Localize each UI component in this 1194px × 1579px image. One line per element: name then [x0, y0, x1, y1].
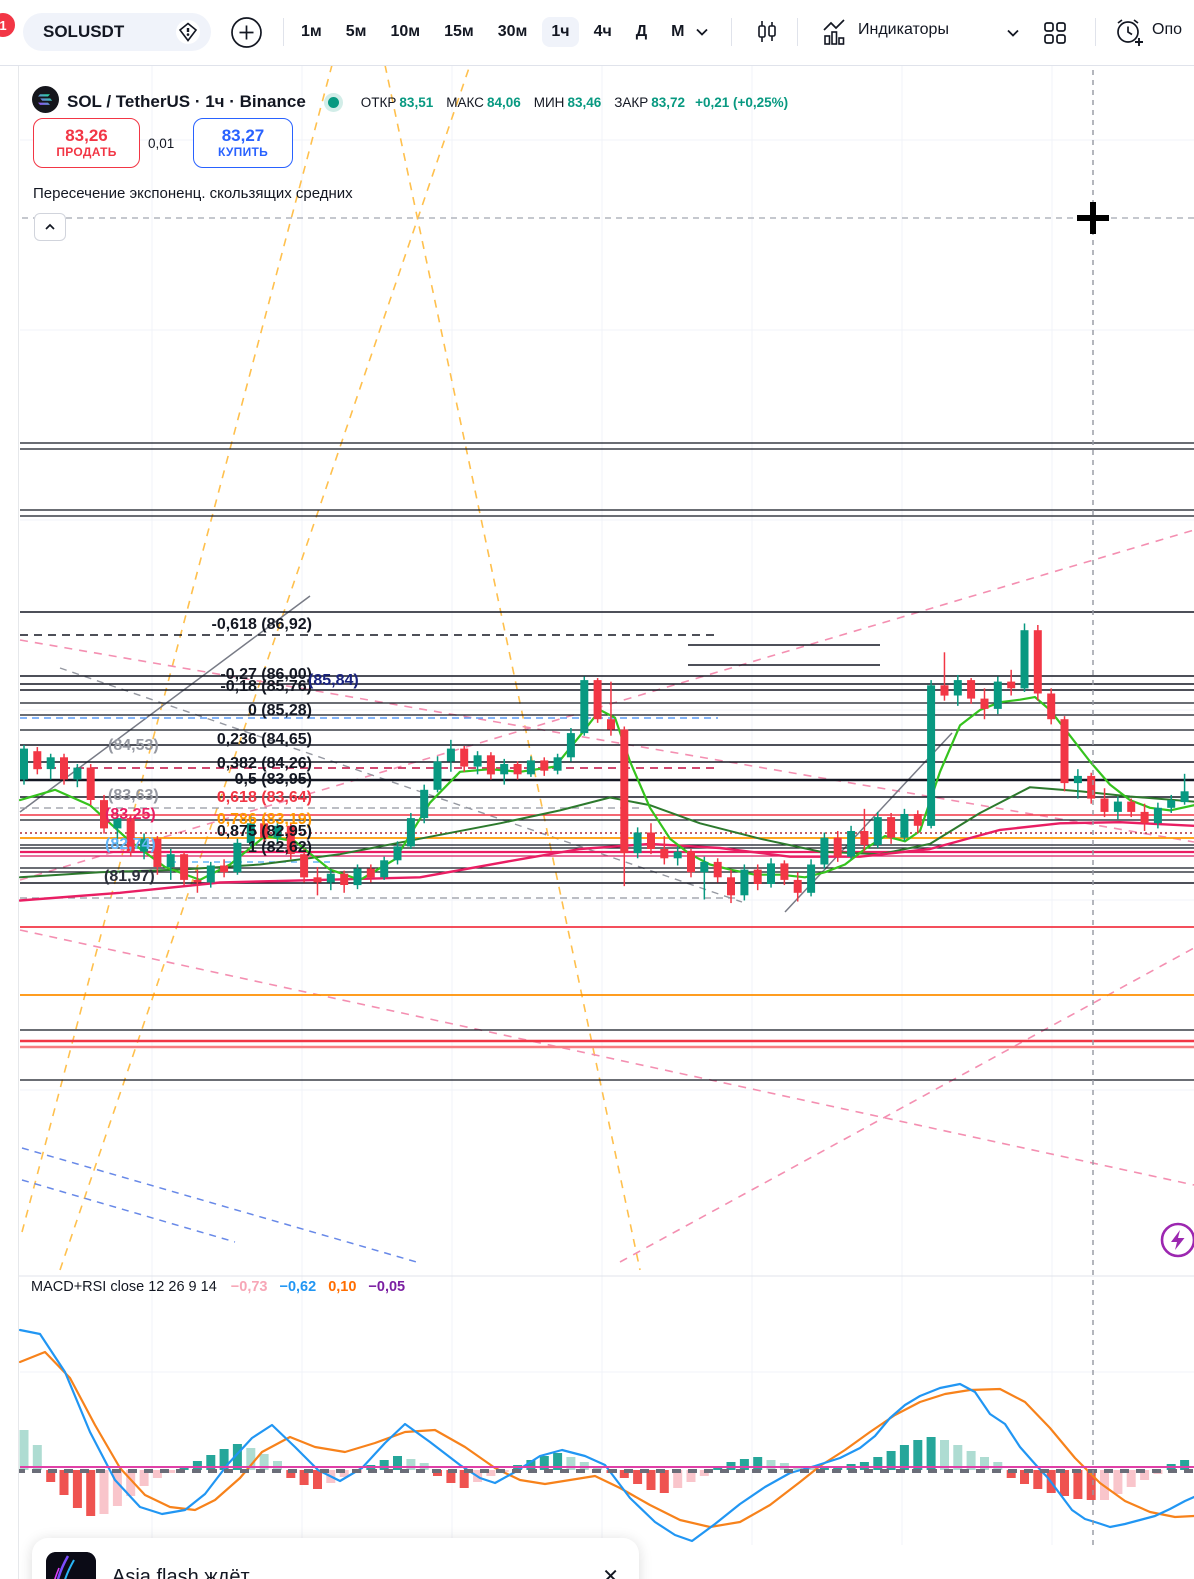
fib-level-label: (84,53): [108, 737, 159, 754]
sell-button[interactable]: 83,26 ПРОДАТЬ: [33, 118, 140, 168]
fib-level-label: (83,25): [105, 806, 156, 823]
macd-value: −0,73: [230, 1279, 268, 1295]
symbol-title[interactable]: SOL / TetherUS · 1ч · Binance: [67, 92, 306, 111]
symbol-search-input[interactable]: SOLUSDT: [23, 13, 211, 51]
solana-logo-icon: [32, 86, 59, 118]
fib-level-label: (82,74): [105, 836, 156, 853]
timeframe-10м[interactable]: 10м: [390, 23, 421, 40]
toolbar-divider: [1095, 18, 1096, 46]
notification-title: Asia flash ждёт: [112, 1565, 250, 1579]
timeframe-М[interactable]: М: [671, 23, 685, 40]
badge-count: 1: [0, 17, 7, 33]
market-status-dot: [327, 96, 339, 108]
fib-level-label: 1 (82,62): [247, 839, 312, 856]
timeframe-1м[interactable]: 1м: [301, 23, 322, 40]
price-change: +0,21 (+0,25%): [695, 94, 789, 110]
indicators-icon[interactable]: [818, 17, 850, 49]
macd-value: −0,62: [279, 1279, 317, 1295]
timeframe-30м[interactable]: 30м: [497, 23, 528, 40]
sell-price: 83,26: [65, 126, 108, 146]
fib-level-label: 0,382 (84,26): [216, 755, 312, 772]
fib-level-label: 0,5 (83,95): [234, 771, 312, 788]
indicator-name-label[interactable]: Пересечение экспоненц. скользящих средни…: [33, 185, 353, 202]
compare-add-icon[interactable]: [230, 16, 263, 49]
timeframe-group: 1м 5м 10м 15м 30м 1ч 4ч Д М: [292, 13, 694, 51]
fib-level-label: 0,875 (82,95): [216, 823, 312, 840]
ohlc-stat: МИН 83,46: [533, 94, 602, 110]
fib-level-label: 0,786 (83,19): [216, 811, 312, 828]
macd-value: 0,10: [328, 1279, 357, 1295]
top-toolbar: SOLUSDT 1м 5м 10м 15м 30м 1ч 4ч Д М Индикаторы: [0, 0, 1194, 66]
ohlc-stats: ОТКР 83,51 МАКС 84,06 МИН 83,46 ЗАКР 83,72: [361, 95, 685, 110]
collapse-pane-button[interactable]: [34, 213, 66, 241]
ohlc-stat: ЗАКР 83,72: [614, 94, 686, 110]
symbol-name: SOLUSDT: [43, 22, 125, 41]
macd-value: −0,05: [368, 1279, 406, 1295]
timeframe-1ч[interactable]: 1ч: [542, 17, 579, 47]
layout-grid-icon[interactable]: [1040, 18, 1070, 48]
notification-card[interactable]: Asia flash ждёт ✕: [32, 1538, 639, 1579]
chart-legend: SOL / TetherUS · 1ч · Binance ОТКР 83,51 М…: [32, 86, 788, 118]
macd-values: −0,73 −0,62 0,10 −0,05: [231, 1279, 417, 1295]
ohlc-stat: ОТКР 83,51: [360, 94, 434, 110]
macd-indicator-name: MACD+RSI close 12 26 9 14: [31, 1279, 217, 1295]
macd-legend[interactable]: MACD+RSI close 12 26 9 14 −0,73 −0,62 0,10…: [31, 1279, 417, 1295]
indicators-button[interactable]: Индикаторы: [858, 21, 949, 38]
toolbar-divider: [797, 18, 798, 46]
fib-level-label: (85,84): [308, 672, 359, 689]
fib-level-label: 0,236 (84,65): [216, 731, 312, 748]
toolbar-divider: [283, 18, 284, 46]
buy-button[interactable]: 83,27 КУПИТЬ: [193, 118, 293, 168]
timeframe-4ч[interactable]: 4ч: [593, 23, 612, 40]
fib-level-label: -0,18 (85,76): [220, 678, 312, 695]
candle-style-icon[interactable]: [752, 17, 782, 47]
timeframe-15м[interactable]: 15м: [444, 23, 474, 40]
buy-label: КУПИТЬ: [217, 144, 269, 159]
alerts-button[interactable]: Опо: [1152, 21, 1183, 38]
notification-thumbnail: [46, 1552, 96, 1579]
sell-label: ПРОДАТЬ: [56, 144, 117, 159]
toolbar-divider: [731, 18, 732, 46]
timeframe-5м[interactable]: 5м: [345, 23, 367, 40]
fib-level-label: 0 (85,28): [247, 702, 312, 719]
fib-level-label: -0,27 (86,00): [220, 666, 312, 683]
drawing-toolbar-edge[interactable]: [0, 65, 19, 1579]
timeframe-Д[interactable]: Д: [635, 23, 648, 40]
timeframe-chevron-down-icon[interactable]: [692, 22, 712, 42]
indicators-chevron-down-icon[interactable]: [1003, 23, 1023, 43]
symbol-detail-icon[interactable]: [175, 19, 201, 45]
fib-level-label: (81,97): [104, 868, 155, 885]
fib-level-label: 0,618 (83,64): [216, 789, 312, 806]
fib-level-label: (83,63): [108, 787, 159, 804]
alert-clock-icon[interactable]: [1112, 16, 1146, 50]
fib-level-label: -0,618 (86,92): [211, 616, 312, 633]
notification-close-icon[interactable]: ✕: [602, 1566, 619, 1579]
buy-price: 83,27: [221, 126, 265, 146]
ohlc-stat: МАКС 84,06: [446, 94, 521, 110]
flash-boost-button[interactable]: [1158, 1220, 1194, 1260]
spread-value: 0,01: [148, 136, 175, 151]
